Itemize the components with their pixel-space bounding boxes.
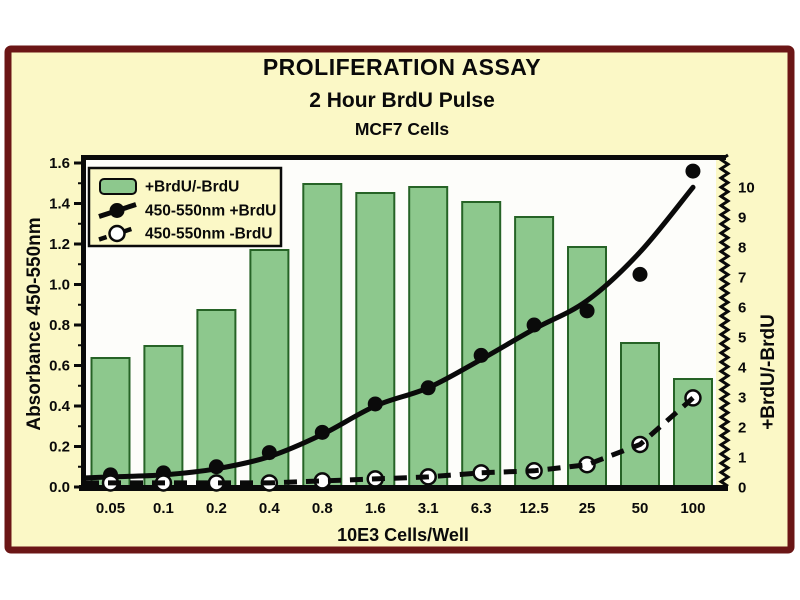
x-tick-label: 6.3 <box>471 500 492 517</box>
top-spine <box>81 155 726 160</box>
data-point-plus-brdu <box>579 303 595 319</box>
left-spine <box>81 155 86 489</box>
left-tick-label: 0.0 <box>49 479 70 496</box>
minus-brdu-dashed-curve <box>86 396 695 486</box>
x-tick-label: 0.4 <box>259 500 281 517</box>
x-tick-label: 25 <box>579 500 596 517</box>
data-point-plus-brdu <box>526 317 542 333</box>
bars-layer <box>90 183 713 488</box>
left-tick-label: 0.4 <box>49 398 71 415</box>
x-tick-label: 0.2 <box>206 500 227 517</box>
bottom-spine <box>79 485 728 491</box>
data-point-plus-brdu <box>367 396 383 412</box>
left-tick-label: 0.8 <box>49 317 70 334</box>
right-tick-label: 2 <box>738 420 746 437</box>
axis-ticks <box>74 161 84 489</box>
data-point-plus-brdu <box>261 445 277 461</box>
right-tick-label: 10 <box>738 180 755 197</box>
x-tick-label: 100 <box>680 500 705 517</box>
right-tick-label: 8 <box>738 240 746 257</box>
data-point-plus-brdu <box>685 163 701 179</box>
right-axis-title: +BrdU/-BrdU <box>758 314 779 430</box>
data-point-plus-brdu <box>473 347 489 363</box>
right-tick-label: 0 <box>738 480 746 497</box>
chart-title: PROLIFERATION ASSAY <box>263 54 541 80</box>
data-point-plus-brdu <box>314 424 330 440</box>
left-tick-label: 1.4 <box>49 196 71 213</box>
right-tick-label: 3 <box>738 390 746 407</box>
legend-open-circle-icon <box>98 224 137 243</box>
legend-label-minus-brdu: 450-550nm -BrdU <box>145 226 273 243</box>
x-tick-label: 0.8 <box>312 500 333 517</box>
chart-cell-line: MCF7 Cells <box>355 119 450 139</box>
bar-plus-brdu-ratio <box>408 186 449 488</box>
bar-plus-brdu-ratio <box>196 309 237 488</box>
chart-subtitle: 2 Hour BrdU Pulse <box>309 89 495 112</box>
bar-plus-brdu-ratio <box>355 192 396 488</box>
data-point-plus-brdu <box>208 459 224 475</box>
axis-tick-labels: 0.00.20.40.60.81.01.21.41.60123456789100… <box>49 155 755 517</box>
x-tick-label: 12.5 <box>519 500 548 517</box>
right-tick-label: 9 <box>738 210 746 227</box>
bar-plus-brdu-ratio <box>461 201 502 488</box>
bar-plus-brdu-ratio <box>143 345 184 488</box>
right-tick-label: 7 <box>738 270 746 287</box>
left-tick-label: 0.2 <box>49 439 70 456</box>
legend-label-plus-brdu: 450-550nm +BrdU <box>145 203 276 220</box>
plot-frame <box>79 153 731 491</box>
left-tick-label: 0.6 <box>49 358 70 375</box>
line-series-layer <box>83 163 702 492</box>
bar-plus-brdu-ratio <box>567 246 607 488</box>
right-tick-label: 1 <box>738 450 746 467</box>
legend-bar-swatch-icon <box>99 178 137 195</box>
left-tick-label: 1.0 <box>49 277 70 294</box>
x-tick-label: 1.6 <box>365 500 386 517</box>
bar-plus-brdu-ratio <box>620 342 660 488</box>
right-tick-label: 5 <box>738 330 746 347</box>
x-tick-label: 3.1 <box>418 500 439 517</box>
right-spine-zigzag <box>718 153 731 488</box>
left-tick-label: 1.2 <box>49 236 70 253</box>
x-tick-label: 50 <box>632 500 649 517</box>
x-tick-label: 0.05 <box>96 500 125 517</box>
legend-filled-circle-icon <box>98 202 137 219</box>
x-tick-label: 0.1 <box>153 500 174 517</box>
left-axis-title: Absorbance 450-550nm <box>24 217 45 430</box>
left-tick-label: 1.6 <box>49 155 70 172</box>
bar-plus-brdu-ratio <box>514 216 555 488</box>
data-point-plus-brdu <box>420 380 436 396</box>
legend-label-ratio: +BrdU/-BrdU <box>145 179 239 196</box>
x-axis-title: 10E3 Cells/Well <box>337 525 469 545</box>
right-tick-label: 4 <box>738 360 747 377</box>
legend: +BrdU/-BrdU 450-550nm +BrdU 450-550nm -B… <box>87 166 283 248</box>
data-point-plus-brdu <box>632 266 648 282</box>
right-tick-label: 6 <box>738 300 746 317</box>
